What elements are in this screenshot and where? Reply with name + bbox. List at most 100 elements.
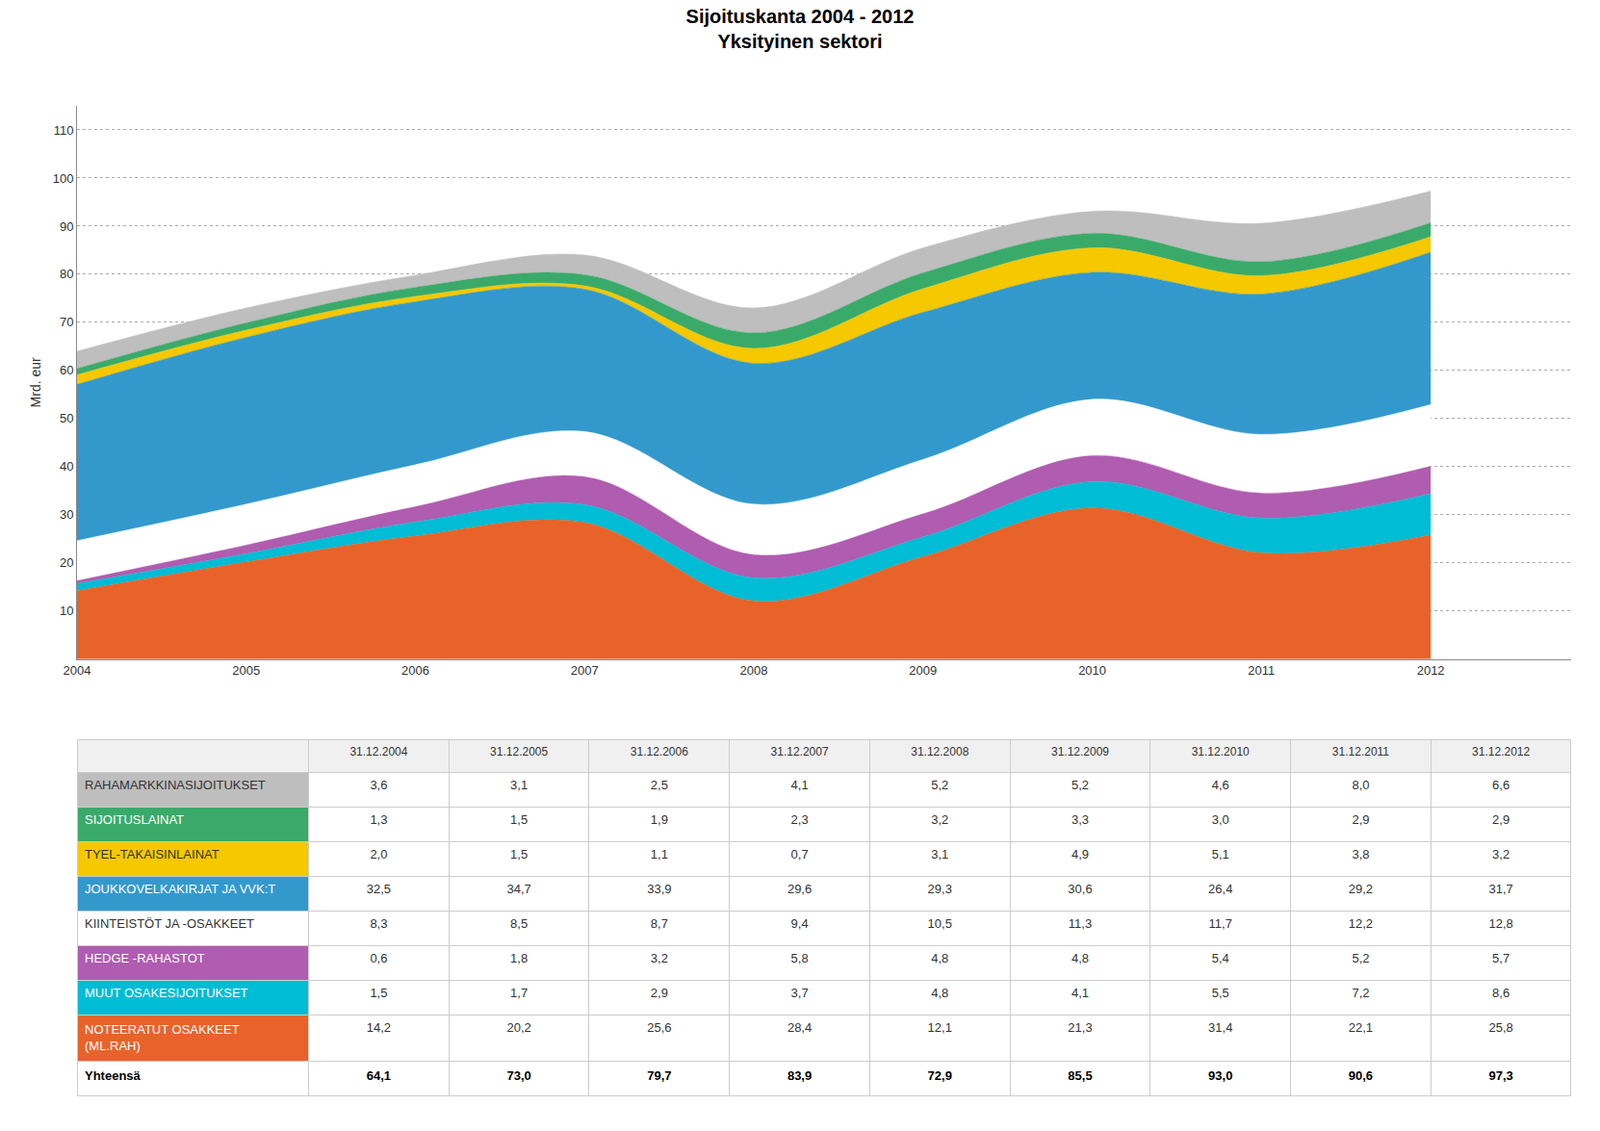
svg-text:4,9: 4,9	[1071, 847, 1089, 862]
svg-text:RAHAMARKKINASIJOITUKSET: RAHAMARKKINASIJOITUKSET	[84, 777, 266, 793]
svg-text:12,1: 12,1	[928, 1020, 953, 1035]
svg-text:29,6: 29,6	[787, 881, 812, 897]
svg-text:1,3: 1,3	[369, 812, 388, 827]
svg-text:50: 50	[59, 411, 74, 426]
svg-text:97,3: 97,3	[1488, 1068, 1513, 1084]
svg-text:8,5: 8,5	[510, 916, 528, 931]
svg-text:1,5: 1,5	[510, 812, 528, 827]
svg-text:3,2: 3,2	[930, 812, 949, 827]
svg-text:2012: 2012	[1417, 663, 1446, 678]
svg-text:2009: 2009	[908, 663, 937, 678]
svg-text:2,9: 2,9	[1492, 812, 1510, 827]
svg-text:2,5: 2,5	[650, 777, 669, 793]
svg-text:8,3: 8,3	[369, 916, 388, 931]
svg-text:100: 100	[52, 171, 75, 186]
svg-text:Mrd. eur: Mrd. eur	[27, 357, 44, 408]
svg-text:3,6: 3,6	[369, 777, 388, 793]
svg-text:4,6: 4,6	[1212, 777, 1230, 793]
svg-text:4,1: 4,1	[1071, 985, 1089, 1001]
svg-text:11,7: 11,7	[1209, 916, 1233, 931]
svg-text:25,8: 25,8	[1488, 1020, 1513, 1035]
svg-text:31,7: 31,7	[1488, 881, 1513, 897]
svg-text:2004: 2004	[63, 663, 92, 678]
svg-text:2,9: 2,9	[1351, 812, 1369, 827]
svg-text:2006: 2006	[401, 663, 430, 678]
svg-text:93,0: 93,0	[1208, 1068, 1233, 1084]
svg-text:90,6: 90,6	[1348, 1068, 1373, 1084]
svg-text:JOUKKOVELKAKIRJAT JA VVK:T: JOUKKOVELKAKIRJAT JA VVK:T	[84, 881, 276, 897]
svg-text:5,2: 5,2	[930, 777, 949, 793]
svg-text:79,7: 79,7	[646, 1068, 671, 1084]
svg-text:1,5: 1,5	[369, 985, 388, 1001]
svg-text:2011: 2011	[1247, 663, 1275, 678]
svg-text:20,2: 20,2	[506, 1020, 531, 1035]
svg-text:0,6: 0,6	[369, 951, 388, 966]
svg-text:Yhteensä: Yhteensä	[84, 1068, 142, 1084]
svg-text:MUUT OSAKESIJOITUKSET: MUUT OSAKESIJOITUKSET	[84, 985, 249, 1001]
svg-text:5,1: 5,1	[1212, 847, 1230, 862]
svg-text:NOTEERATUT OSAKKEET(ML.RAH): NOTEERATUT OSAKKEET(ML.RAH)	[84, 1022, 240, 1054]
svg-text:20: 20	[59, 555, 74, 570]
svg-text:HEDGE -RAHASTOT: HEDGE -RAHASTOT	[84, 951, 206, 966]
svg-text:33,9: 33,9	[646, 881, 671, 897]
svg-text:30,6: 30,6	[1067, 881, 1092, 897]
svg-text:2,0: 2,0	[369, 847, 388, 862]
svg-text:12,8: 12,8	[1488, 916, 1513, 931]
svg-text:Sijoituskanta 2004 - 2012Yksit: Sijoituskanta 2004 - 2012Yksityinen sekt…	[686, 5, 915, 52]
svg-text:3,1: 3,1	[930, 847, 949, 862]
svg-text:110: 110	[53, 123, 75, 138]
svg-text:8,6: 8,6	[1492, 985, 1510, 1001]
svg-text:83,9: 83,9	[787, 1068, 812, 1084]
svg-text:28,4: 28,4	[787, 1020, 812, 1035]
svg-text:85,5: 85,5	[1067, 1068, 1092, 1084]
svg-text:1,1: 1,1	[650, 847, 669, 862]
svg-text:5,5: 5,5	[1212, 985, 1230, 1001]
svg-text:30: 30	[59, 507, 74, 522]
svg-text:21,3: 21,3	[1067, 1020, 1092, 1035]
svg-text:5,8: 5,8	[791, 951, 809, 966]
svg-text:25,6: 25,6	[646, 1020, 671, 1035]
svg-text:3,1: 3,1	[510, 777, 528, 793]
svg-text:4,1: 4,1	[791, 777, 809, 793]
svg-text:29,2: 29,2	[1348, 881, 1373, 897]
svg-text:80: 80	[59, 266, 74, 282]
svg-text:9,4: 9,4	[791, 916, 809, 931]
svg-text:3,8: 3,8	[1351, 847, 1369, 862]
svg-text:8,0: 8,0	[1351, 777, 1369, 793]
svg-text:5,7: 5,7	[1492, 951, 1510, 966]
svg-text:60: 60	[59, 362, 74, 378]
svg-text:2008: 2008	[740, 663, 769, 678]
svg-text:6,6: 6,6	[1492, 777, 1510, 793]
svg-text:31.12.2008: 31.12.2008	[910, 745, 969, 759]
svg-text:31.12.2005: 31.12.2005	[490, 745, 548, 759]
svg-text:31.12.2011: 31.12.2011	[1332, 745, 1390, 759]
svg-text:2,3: 2,3	[791, 812, 809, 827]
svg-text:7,2: 7,2	[1351, 985, 1369, 1001]
svg-text:1,5: 1,5	[510, 847, 528, 862]
svg-text:4,8: 4,8	[930, 951, 949, 966]
svg-text:5,4: 5,4	[1212, 951, 1230, 966]
svg-text:31.12.2006: 31.12.2006	[630, 745, 689, 759]
svg-text:72,9: 72,9	[928, 1068, 953, 1084]
svg-text:4,8: 4,8	[930, 985, 949, 1001]
svg-text:40: 40	[59, 459, 74, 474]
svg-text:70: 70	[59, 314, 74, 330]
svg-text:KIINTEISTÖT JA -OSAKKEET: KIINTEISTÖT JA -OSAKKEET	[84, 916, 255, 931]
svg-text:4,8: 4,8	[1071, 951, 1089, 966]
svg-text:2007: 2007	[570, 663, 599, 678]
svg-text:22,1: 22,1	[1348, 1020, 1373, 1035]
svg-text:26,4: 26,4	[1208, 881, 1233, 897]
svg-text:2,9: 2,9	[650, 985, 669, 1001]
svg-text:11,3: 11,3	[1068, 916, 1092, 931]
svg-text:2010: 2010	[1078, 663, 1107, 678]
svg-text:3,2: 3,2	[1492, 847, 1510, 862]
svg-text:TYEL-TAKAISINLAINAT: TYEL-TAKAISINLAINAT	[84, 847, 220, 862]
svg-text:10: 10	[59, 603, 74, 619]
svg-text:34,7: 34,7	[506, 881, 531, 897]
svg-text:0,7: 0,7	[791, 847, 809, 862]
svg-text:1,8: 1,8	[510, 951, 528, 966]
svg-text:31.12.2004: 31.12.2004	[349, 745, 408, 759]
svg-text:31.12.2012: 31.12.2012	[1471, 745, 1530, 759]
svg-text:32,5: 32,5	[366, 881, 391, 897]
svg-text:10,5: 10,5	[928, 916, 953, 931]
